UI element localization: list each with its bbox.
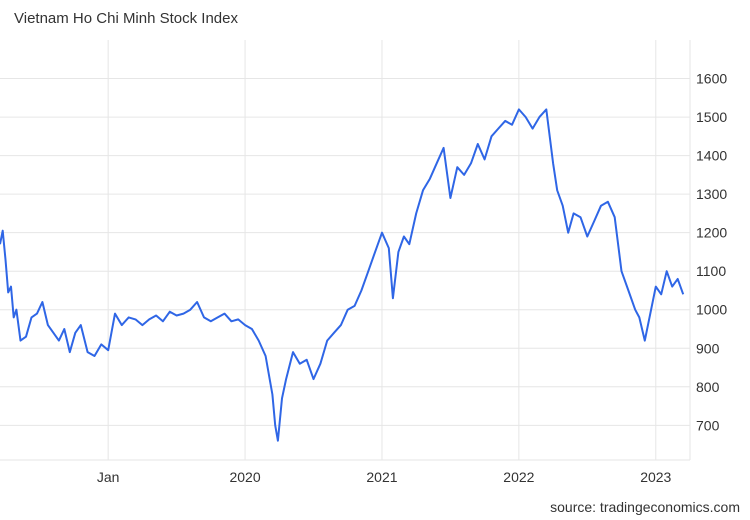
y-axis-ticks: 700 800 900 1000 1100 1200 1300 1400 1500 1600 [696,71,727,434]
y-tick-label: 1100 [696,263,726,279]
x-tick-label: 2020 [229,469,260,485]
y-tick-label: 1500 [696,109,727,125]
y-tick-label: 700 [696,417,720,433]
x-tick-label: 2022 [503,469,534,485]
y-tick-label: 1400 [696,148,727,164]
chart-title: Vietnam Ho Chi Minh Stock Index [14,10,238,27]
x-tick-label: 2021 [366,469,397,485]
y-tick-label: 1600 [696,71,727,87]
plot-area [0,108,685,442]
y-tick-label: 1000 [696,302,727,318]
x-tick-label: Jan [97,469,120,485]
x-axis-ticks: Jan 2020 2021 2022 2023 [97,469,672,485]
grid-lines [0,40,691,461]
y-tick-label: 800 [696,379,720,395]
x-tick-label: 2023 [640,469,671,485]
y-tick-label: 1300 [696,186,727,202]
y-tick-label: 1200 [696,225,727,241]
y-tick-label: 900 [696,340,720,356]
index-series-line [0,108,685,442]
source-label: source: tradingeconomics.com [550,499,740,515]
